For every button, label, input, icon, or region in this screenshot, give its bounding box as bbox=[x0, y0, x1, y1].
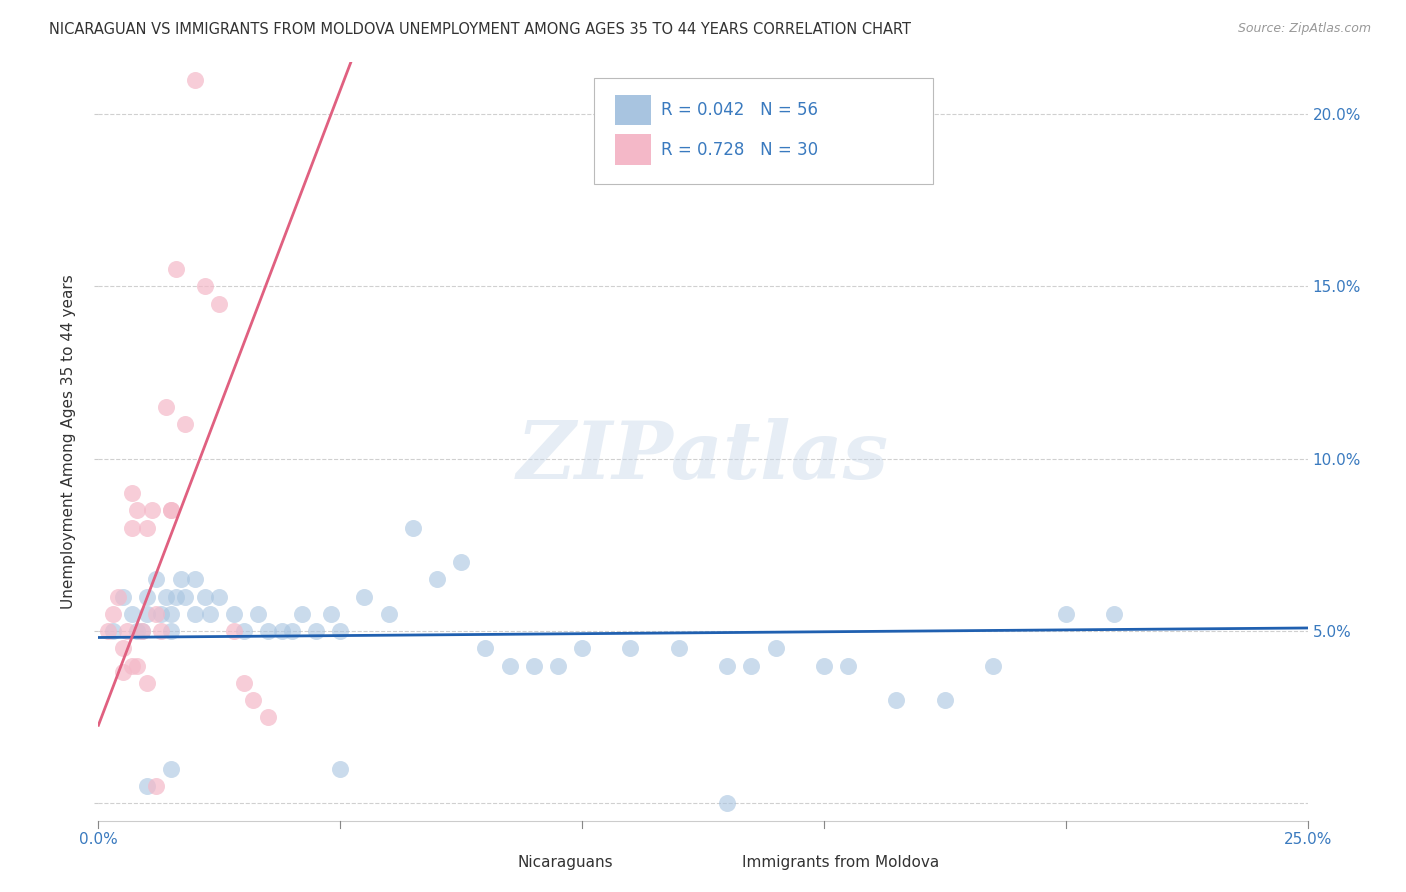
Point bbox=[740, 658, 762, 673]
Point bbox=[716, 658, 738, 673]
Point bbox=[934, 693, 956, 707]
Point bbox=[353, 590, 375, 604]
Point bbox=[813, 658, 835, 673]
Point bbox=[121, 486, 143, 500]
Text: NICARAGUAN VS IMMIGRANTS FROM MOLDOVA UNEMPLOYMENT AMONG AGES 35 TO 44 YEARS COR: NICARAGUAN VS IMMIGRANTS FROM MOLDOVA UN… bbox=[49, 22, 911, 37]
Text: Immigrants from Moldova: Immigrants from Moldova bbox=[742, 855, 939, 870]
Point bbox=[155, 400, 177, 414]
Point bbox=[121, 521, 143, 535]
Point bbox=[194, 590, 217, 604]
Point bbox=[135, 590, 157, 604]
Point bbox=[547, 658, 569, 673]
Point bbox=[184, 607, 207, 621]
FancyBboxPatch shape bbox=[614, 95, 651, 126]
Text: Nicaraguans: Nicaraguans bbox=[517, 855, 613, 870]
Point bbox=[145, 779, 167, 793]
Point bbox=[135, 521, 157, 535]
Y-axis label: Unemployment Among Ages 35 to 44 years: Unemployment Among Ages 35 to 44 years bbox=[60, 274, 76, 609]
Point bbox=[886, 693, 908, 707]
Point bbox=[716, 797, 738, 811]
Point bbox=[242, 693, 264, 707]
Point bbox=[571, 641, 593, 656]
Point bbox=[174, 590, 197, 604]
Point bbox=[222, 624, 245, 639]
Text: R = 0.042   N = 56: R = 0.042 N = 56 bbox=[661, 101, 818, 120]
Point bbox=[169, 573, 191, 587]
Point bbox=[474, 641, 496, 656]
Point bbox=[329, 762, 352, 776]
Text: ZIPatlas: ZIPatlas bbox=[517, 418, 889, 495]
Point bbox=[160, 503, 183, 517]
Point bbox=[127, 624, 149, 639]
Point bbox=[131, 624, 153, 639]
Point bbox=[281, 624, 304, 639]
Point bbox=[981, 658, 1004, 673]
Point bbox=[135, 779, 157, 793]
Point bbox=[208, 590, 231, 604]
Point bbox=[165, 262, 187, 277]
Point bbox=[141, 503, 163, 517]
Point bbox=[117, 624, 139, 639]
Point bbox=[150, 624, 173, 639]
Point bbox=[194, 279, 217, 293]
Point bbox=[184, 72, 207, 87]
Point bbox=[1102, 607, 1125, 621]
Point bbox=[619, 641, 641, 656]
Point bbox=[145, 573, 167, 587]
Point bbox=[256, 624, 278, 639]
Point bbox=[107, 590, 129, 604]
Point bbox=[111, 590, 134, 604]
Text: R = 0.728   N = 30: R = 0.728 N = 30 bbox=[661, 141, 818, 159]
Point bbox=[256, 710, 278, 724]
Point bbox=[127, 658, 149, 673]
Point bbox=[135, 607, 157, 621]
FancyBboxPatch shape bbox=[595, 78, 932, 184]
Point bbox=[198, 607, 221, 621]
Point bbox=[668, 641, 690, 656]
FancyBboxPatch shape bbox=[614, 135, 651, 165]
Point bbox=[184, 573, 207, 587]
Point bbox=[160, 762, 183, 776]
Point bbox=[150, 607, 173, 621]
Point bbox=[131, 624, 153, 639]
Point bbox=[305, 624, 328, 639]
Point bbox=[101, 607, 124, 621]
Point bbox=[101, 624, 124, 639]
Point bbox=[174, 417, 197, 432]
Point bbox=[145, 607, 167, 621]
Point bbox=[290, 607, 312, 621]
FancyBboxPatch shape bbox=[479, 854, 509, 876]
Point bbox=[135, 675, 157, 690]
Point bbox=[121, 607, 143, 621]
Point bbox=[127, 503, 149, 517]
Point bbox=[377, 607, 399, 621]
Point bbox=[97, 624, 120, 639]
Point bbox=[1054, 607, 1077, 621]
Point bbox=[402, 521, 425, 535]
Point bbox=[160, 607, 183, 621]
Text: Source: ZipAtlas.com: Source: ZipAtlas.com bbox=[1237, 22, 1371, 36]
FancyBboxPatch shape bbox=[703, 854, 734, 876]
Point bbox=[160, 624, 183, 639]
Point bbox=[329, 624, 352, 639]
Point bbox=[765, 641, 787, 656]
Point bbox=[165, 590, 187, 604]
Point bbox=[232, 624, 254, 639]
Point bbox=[837, 658, 859, 673]
Point bbox=[523, 658, 546, 673]
Point bbox=[426, 573, 449, 587]
Point bbox=[155, 590, 177, 604]
Point bbox=[111, 641, 134, 656]
Point bbox=[160, 503, 183, 517]
Point bbox=[498, 658, 520, 673]
Point bbox=[247, 607, 270, 621]
Point bbox=[319, 607, 342, 621]
Point bbox=[450, 555, 472, 569]
Point bbox=[271, 624, 294, 639]
Point bbox=[111, 665, 134, 680]
Point bbox=[121, 658, 143, 673]
Point bbox=[208, 296, 231, 310]
Point bbox=[222, 607, 245, 621]
Point bbox=[232, 675, 254, 690]
